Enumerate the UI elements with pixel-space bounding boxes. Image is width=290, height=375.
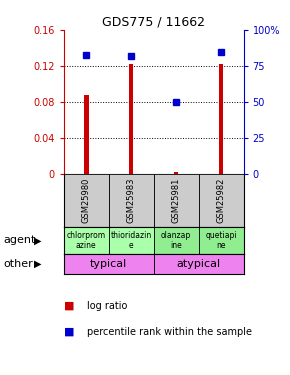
Bar — [199, 227, 244, 254]
Bar — [109, 227, 154, 254]
Bar — [154, 254, 244, 274]
Text: GSM25980: GSM25980 — [82, 178, 91, 224]
Text: ■: ■ — [64, 301, 75, 310]
Text: typical: typical — [90, 259, 127, 268]
Bar — [64, 227, 109, 254]
Text: olanzap
ine: olanzap ine — [161, 231, 191, 250]
Text: quetiapi
ne: quetiapi ne — [205, 231, 237, 250]
Bar — [84, 95, 88, 174]
Text: GSM25981: GSM25981 — [172, 178, 181, 224]
Bar — [129, 64, 133, 174]
Text: atypical: atypical — [177, 259, 221, 268]
Text: GSM25982: GSM25982 — [217, 178, 226, 224]
Bar — [154, 227, 199, 254]
Text: log ratio: log ratio — [87, 301, 127, 310]
Text: chlorprom
azine: chlorprom azine — [67, 231, 106, 250]
Text: ■: ■ — [64, 327, 75, 337]
Text: percentile rank within the sample: percentile rank within the sample — [87, 327, 252, 337]
Text: ▶: ▶ — [34, 236, 41, 245]
Text: GSM25983: GSM25983 — [127, 178, 136, 224]
Bar — [219, 64, 223, 174]
Text: ▶: ▶ — [34, 259, 41, 268]
Text: thioridazin
e: thioridazin e — [110, 231, 152, 250]
Text: agent: agent — [3, 236, 35, 245]
Bar — [64, 254, 154, 274]
Bar — [109, 174, 154, 227]
Bar — [174, 172, 178, 174]
Bar — [64, 174, 109, 227]
Text: other: other — [3, 259, 33, 268]
Title: GDS775 / 11662: GDS775 / 11662 — [102, 16, 205, 29]
Bar — [154, 174, 199, 227]
Bar — [199, 174, 244, 227]
